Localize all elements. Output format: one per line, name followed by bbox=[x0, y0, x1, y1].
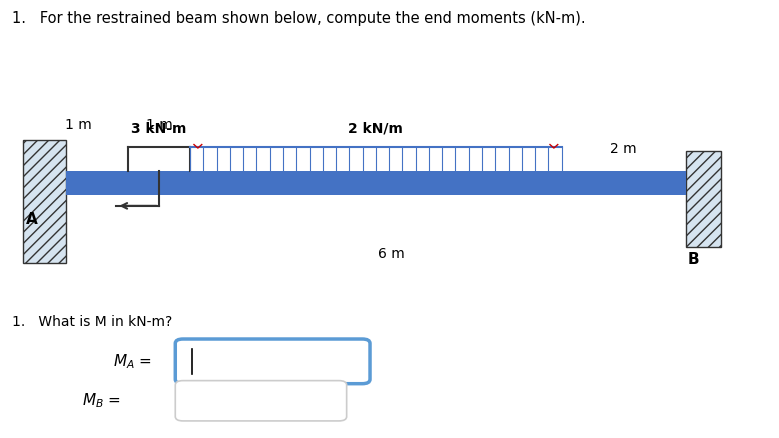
FancyBboxPatch shape bbox=[175, 381, 347, 421]
Text: 1.   For the restrained beam shown below, compute the end moments (kN-m).: 1. For the restrained beam shown below, … bbox=[12, 11, 585, 26]
Text: B: B bbox=[688, 252, 700, 267]
Bar bbox=[23, 140, 66, 263]
Text: $M_B$ =: $M_B$ = bbox=[82, 392, 121, 410]
Text: 6 m: 6 m bbox=[378, 247, 405, 261]
Text: 3 kN-m: 3 kN-m bbox=[132, 122, 187, 136]
Bar bbox=[66, 171, 686, 195]
Text: 2 m: 2 m bbox=[610, 142, 637, 156]
Text: 2 kN/m: 2 kN/m bbox=[348, 122, 404, 136]
Text: A: A bbox=[26, 212, 37, 227]
Text: 1 m: 1 m bbox=[65, 118, 92, 132]
Bar bbox=[686, 151, 721, 247]
Text: 1.   What is M in kN-m?: 1. What is M in kN-m? bbox=[12, 315, 172, 329]
Text: 1 m: 1 m bbox=[146, 118, 172, 132]
FancyBboxPatch shape bbox=[175, 339, 370, 384]
Text: $M_A$ =: $M_A$ = bbox=[113, 352, 152, 371]
